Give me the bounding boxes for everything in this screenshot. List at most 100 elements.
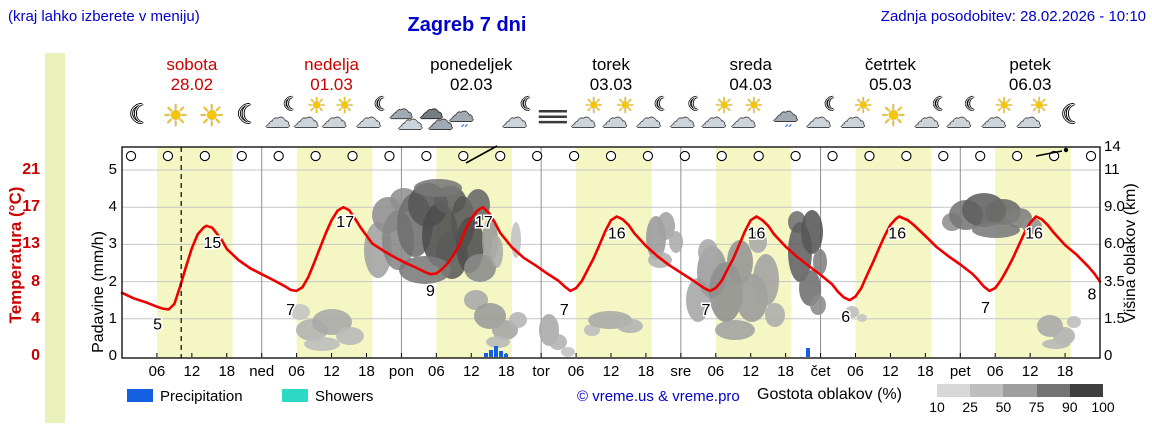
precip-bar bbox=[504, 354, 508, 357]
x-tick-tor: tor bbox=[532, 363, 550, 380]
cloud-cover-symbol bbox=[347, 150, 358, 162]
cloud-shape bbox=[749, 231, 767, 253]
cloud-shape bbox=[304, 337, 340, 351]
cloud-cover-symbol bbox=[827, 150, 838, 162]
cloud-cover-symbol bbox=[1012, 150, 1023, 162]
last-updated: Zadnja posodobitev: 28.02.2026 - 10:10 bbox=[880, 8, 1146, 25]
cloud-cover-symbol bbox=[310, 150, 321, 162]
temp-tick-21: 21 bbox=[22, 161, 40, 178]
location-hint: (kraj lahko izberete v meniju) bbox=[8, 8, 200, 25]
daylight-band bbox=[156, 147, 233, 358]
cloud-shape bbox=[669, 231, 683, 253]
x-tick-12: 12 bbox=[602, 363, 620, 380]
temp-value-label: 16 bbox=[608, 226, 626, 243]
cloud-density-tick-10: 10 bbox=[929, 399, 945, 415]
cloud-shape bbox=[727, 240, 753, 284]
precip-tick-1: 1 bbox=[108, 309, 117, 327]
precip-bar bbox=[494, 346, 498, 357]
cloud-density-tick-90: 90 bbox=[1062, 399, 1078, 415]
cloud-density-segment bbox=[1069, 384, 1104, 397]
cloud-shape bbox=[491, 236, 503, 268]
weather-icon-clouds: ☁ ☁ bbox=[388, 96, 423, 136]
cloud-height-tick-3.5: 3.5 bbox=[1104, 272, 1125, 290]
weather-icon-sun-cloud: ☀ ☁ bbox=[320, 94, 355, 134]
x-tick-12: 12 bbox=[1021, 363, 1039, 380]
cloud-height-tick-0: 0 bbox=[1104, 347, 1113, 364]
weather-icon-sun-cloud: ☀ ☁ bbox=[980, 94, 1015, 134]
precipitation-legend-label: Precipitation bbox=[160, 388, 243, 405]
temperature-curve bbox=[120, 205, 1102, 311]
cloud-cover-symbol bbox=[273, 150, 284, 162]
cloud-shape bbox=[549, 334, 567, 350]
cloud-density-tick-75: 75 bbox=[1028, 399, 1045, 415]
x-tick-12: 12 bbox=[183, 363, 201, 380]
weather-icon-sun-cloud: ☀ ☁ bbox=[729, 94, 764, 134]
temp-value-label: 9 bbox=[426, 283, 435, 300]
x-tick-18: 18 bbox=[218, 363, 236, 380]
weather-symbol-dot bbox=[1063, 147, 1069, 153]
cloud-density-scale bbox=[937, 384, 1104, 397]
cloud-shape bbox=[698, 239, 718, 265]
temp-tick-4: 4 bbox=[31, 309, 40, 327]
cloud-height-tick-9.0: 9.0 bbox=[1104, 198, 1125, 216]
cloud-shape bbox=[1042, 339, 1070, 349]
cloud-cover-symbol bbox=[901, 150, 912, 162]
cloud-density-segment bbox=[937, 384, 971, 397]
weather-icon-cloud-moon: ☾ ☁ bbox=[264, 94, 300, 134]
cloud-cover-symbol bbox=[716, 150, 727, 162]
precip-tick-2: 2 bbox=[108, 272, 117, 290]
temperature-scale-strip bbox=[45, 53, 65, 423]
cloud-shape bbox=[1067, 316, 1081, 328]
copyright-link[interactable]: © vreme.us & vreme.pro bbox=[577, 388, 740, 405]
weather-icon-sun: ☀ bbox=[162, 99, 190, 134]
x-tick-pon: pon bbox=[388, 363, 414, 380]
page-title: Zagreb 7 dni bbox=[407, 14, 527, 36]
cloud-density-segment bbox=[1003, 384, 1037, 397]
weather-icon-cloud-moon: ☾ ☁ bbox=[501, 94, 537, 134]
precip-tick-0: 0 bbox=[108, 347, 117, 364]
cloud-shape bbox=[972, 222, 1020, 238]
cloud-shape bbox=[715, 320, 755, 340]
temp-value-label: 17 bbox=[336, 214, 354, 231]
precip-bar bbox=[499, 351, 503, 357]
weather-icon-cloud-moon: ☾ ☁ bbox=[945, 94, 981, 134]
temp-tick-13: 13 bbox=[22, 235, 40, 253]
cloud-shape bbox=[584, 324, 600, 336]
precip-tick-5: 5 bbox=[108, 161, 117, 178]
cloud-shape bbox=[845, 306, 859, 318]
cloud-cover-symbol bbox=[532, 150, 543, 162]
cloud-shape bbox=[509, 312, 527, 328]
cloud-density-scale-ticks: 10 25 50 75 90 100 bbox=[929, 399, 1114, 415]
cloud-density-tick-100: 100 bbox=[1091, 399, 1115, 415]
showers-legend-label: Showers bbox=[315, 388, 374, 405]
day-header-četrtek: četrtek 05.03 bbox=[864, 55, 916, 94]
x-tick-18: 18 bbox=[358, 363, 375, 380]
cloud-cover-symbol bbox=[938, 150, 949, 162]
precip-bar bbox=[806, 348, 810, 357]
cloud-cover-symbol bbox=[458, 150, 469, 162]
temp-value-label: 6 bbox=[841, 309, 850, 326]
cloud-height-tick-14: 14 bbox=[1104, 138, 1121, 155]
x-tick-čet: čet bbox=[810, 363, 831, 380]
weather-icon-rain: ☁ ′′ bbox=[447, 98, 474, 138]
x-tick-06: 06 bbox=[847, 363, 864, 380]
weather-icon-cloud-moon: ☾ ☁ bbox=[635, 94, 671, 134]
x-tick-sre: sre bbox=[670, 363, 692, 380]
day-header-sobota: sobota 28.02 bbox=[166, 55, 218, 94]
x-tick-06: 06 bbox=[288, 363, 305, 380]
weather-icon-cloud-moon: ☾ ☁ bbox=[913, 94, 949, 134]
cloud-shape bbox=[857, 314, 867, 322]
temp-value-label: 16 bbox=[1025, 226, 1043, 243]
x-tick-06: 06 bbox=[567, 363, 585, 380]
x-tick-18: 18 bbox=[497, 363, 515, 380]
cloud-cover-symbol bbox=[605, 150, 617, 162]
temp-value-label: 7 bbox=[286, 302, 295, 319]
temp-value-label: 5 bbox=[153, 317, 162, 334]
chart-border bbox=[121, 146, 1101, 359]
x-tick-ned: ned bbox=[249, 363, 275, 380]
weather-icon-sun: ☀ bbox=[198, 99, 226, 134]
x-tick-12: 12 bbox=[882, 363, 899, 380]
cloud-cover-symbol bbox=[568, 150, 580, 162]
day-header-sreda: sreda 04.03 bbox=[729, 55, 772, 94]
